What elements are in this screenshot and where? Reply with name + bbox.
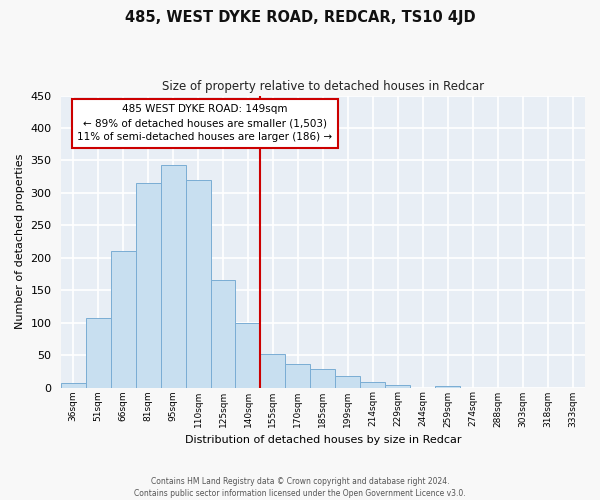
Y-axis label: Number of detached properties: Number of detached properties	[15, 154, 25, 329]
Bar	[385, 385, 410, 388]
Bar	[86, 318, 110, 388]
Bar	[235, 324, 260, 388]
Bar	[185, 180, 211, 388]
Text: Contains HM Land Registry data © Crown copyright and database right 2024.
Contai: Contains HM Land Registry data © Crown c…	[134, 476, 466, 498]
Bar	[110, 252, 136, 388]
Bar	[136, 183, 161, 388]
Bar	[211, 280, 235, 388]
Bar	[361, 382, 385, 388]
Text: 485 WEST DYKE ROAD: 149sqm
← 89% of detached houses are smaller (1,503)
11% of s: 485 WEST DYKE ROAD: 149sqm ← 89% of deta…	[77, 104, 332, 142]
Text: 485, WEST DYKE ROAD, REDCAR, TS10 4JD: 485, WEST DYKE ROAD, REDCAR, TS10 4JD	[125, 10, 475, 25]
Bar	[286, 364, 310, 388]
Bar	[260, 354, 286, 388]
Bar	[310, 370, 335, 388]
Bar	[161, 165, 185, 388]
Bar	[61, 383, 86, 388]
X-axis label: Distribution of detached houses by size in Redcar: Distribution of detached houses by size …	[185, 435, 461, 445]
Bar	[435, 386, 460, 388]
Bar	[335, 376, 361, 388]
Title: Size of property relative to detached houses in Redcar: Size of property relative to detached ho…	[162, 80, 484, 93]
